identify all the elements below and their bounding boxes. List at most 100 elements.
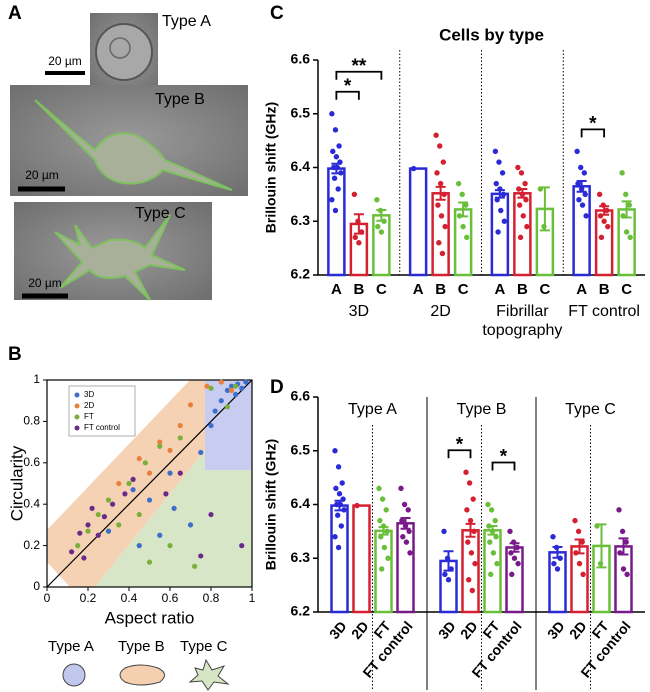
data-point: [335, 464, 342, 470]
legend-marker: [74, 425, 80, 431]
data-point: [331, 175, 338, 181]
x-tick-label: 2D: [348, 618, 372, 642]
data-point: [375, 223, 381, 230]
data-point: [575, 180, 581, 187]
diagonal: [46, 379, 253, 588]
data-point: [623, 191, 629, 198]
scatter-point: [163, 491, 169, 497]
scale-label: 20 µm: [28, 276, 62, 290]
data-point: [336, 491, 343, 497]
scatter-point: [208, 511, 214, 518]
data-point: [623, 539, 629, 545]
data-point: [493, 180, 499, 187]
data-point: [485, 501, 491, 508]
scatter-point: [157, 532, 163, 538]
data-point: [332, 207, 339, 214]
error-bar: [618, 537, 629, 556]
y-tick-label: 6.2: [291, 603, 311, 619]
scatter-point: [146, 470, 153, 476]
data-point: [514, 544, 520, 551]
group-label: Type B: [457, 401, 507, 418]
data-point: [579, 202, 586, 208]
data-point: [496, 159, 502, 165]
legend-label: FT control: [84, 423, 120, 432]
data-point: [509, 571, 515, 578]
scatter-point: [239, 385, 245, 391]
scatter-point: [101, 514, 107, 520]
group-label-box: Fibrillar topography: [482, 303, 562, 339]
y-axis-label: Brillouin shift (GHz): [263, 439, 279, 570]
scatter-point: [192, 563, 198, 569]
x-tick-label: 0.4: [121, 591, 138, 605]
bar: [617, 208, 636, 277]
data-point: [330, 148, 336, 155]
data-point: [487, 539, 493, 545]
scatter-point: [130, 476, 136, 482]
scatter-point: [198, 449, 204, 456]
scatter-point: [177, 470, 183, 476]
data-point: [377, 517, 383, 524]
scatter-point: [89, 505, 95, 511]
bar: [396, 522, 415, 614]
x-tick-label: 0: [44, 591, 51, 605]
scatter-point: [77, 530, 83, 536]
group-label-box: 3D: [349, 303, 369, 320]
bar: [352, 504, 371, 614]
x-axis-label: Aspect ratio: [105, 608, 195, 627]
bar: [483, 529, 502, 614]
data-point: [433, 132, 439, 138]
y-tick-label: 1: [33, 372, 40, 386]
bar: [408, 167, 428, 277]
data-point: [333, 485, 339, 492]
data-point: [407, 550, 413, 556]
data-point: [385, 555, 391, 561]
data-point: [576, 197, 582, 203]
error-bar: [376, 208, 387, 222]
error-bar: [458, 201, 469, 218]
error-bar: [576, 179, 587, 193]
data-point: [339, 480, 345, 486]
legend-marker: [74, 392, 80, 398]
bar: [461, 529, 480, 614]
data-point: [498, 207, 504, 214]
y-axis-label: Circularity: [7, 445, 26, 521]
data-point: [579, 539, 585, 545]
y-axis-label: Brillouin shift (GHz): [263, 102, 279, 233]
data-point: [399, 517, 405, 524]
data-point: [403, 539, 410, 545]
error-bar: [465, 522, 476, 538]
bar: [374, 529, 393, 614]
shape-key-label: Type B: [118, 638, 165, 655]
data-point: [623, 229, 630, 235]
error-bar: [509, 542, 520, 553]
x-tick-label: 3D: [326, 618, 350, 642]
data-point: [356, 240, 362, 246]
data-point: [574, 148, 580, 155]
data-point: [438, 213, 445, 219]
significance-bracket: [580, 128, 606, 138]
error-bar: [494, 189, 505, 199]
data-point: [624, 571, 630, 578]
data-point: [626, 202, 633, 208]
error-bar: [334, 499, 345, 512]
y-tick-label: 6.3: [291, 549, 311, 565]
data-point: [511, 555, 518, 561]
panel-label: D: [270, 377, 284, 398]
scatter-point: [146, 559, 153, 565]
scatter-point: [187, 522, 194, 528]
error-bar: [443, 550, 454, 572]
data-point: [405, 507, 411, 513]
data-point: [516, 202, 523, 208]
error-bar: [621, 200, 632, 219]
scatter-point: [126, 480, 132, 487]
data-point: [437, 180, 444, 187]
data-point: [440, 159, 447, 165]
data-point: [582, 191, 588, 198]
data-point: [442, 571, 448, 578]
scatter-point: [218, 379, 224, 385]
significance-label: *: [456, 434, 464, 455]
data-point: [464, 507, 470, 513]
data-point: [576, 560, 583, 567]
scatter-point: [224, 404, 230, 410]
